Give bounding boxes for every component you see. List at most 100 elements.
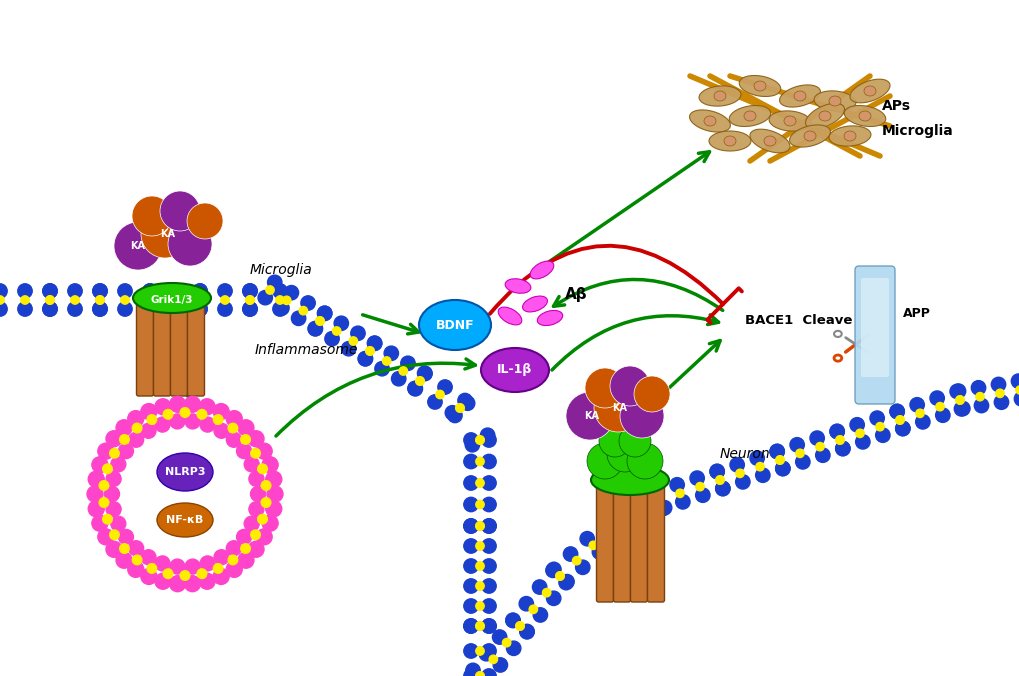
- Circle shape: [695, 488, 709, 502]
- Circle shape: [249, 471, 264, 486]
- Circle shape: [973, 398, 987, 413]
- Circle shape: [464, 619, 478, 633]
- Circle shape: [43, 284, 57, 298]
- Circle shape: [775, 456, 784, 464]
- Circle shape: [243, 301, 257, 316]
- Circle shape: [639, 506, 647, 514]
- Circle shape: [367, 336, 381, 350]
- Circle shape: [909, 397, 923, 412]
- Circle shape: [43, 301, 57, 316]
- Circle shape: [147, 564, 157, 573]
- Circle shape: [489, 655, 497, 664]
- Circle shape: [88, 471, 104, 487]
- Circle shape: [715, 481, 730, 496]
- Circle shape: [155, 573, 171, 589]
- Circle shape: [168, 222, 212, 266]
- Circle shape: [475, 622, 484, 630]
- Circle shape: [199, 573, 215, 589]
- Circle shape: [196, 296, 204, 304]
- Circle shape: [109, 530, 119, 539]
- Circle shape: [146, 296, 154, 304]
- Circle shape: [408, 381, 422, 395]
- Circle shape: [348, 337, 358, 345]
- Circle shape: [284, 285, 299, 300]
- Circle shape: [586, 443, 623, 479]
- Circle shape: [128, 541, 144, 556]
- Circle shape: [755, 462, 763, 471]
- Circle shape: [589, 541, 597, 550]
- Circle shape: [118, 443, 133, 458]
- Circle shape: [111, 457, 125, 472]
- Circle shape: [464, 644, 478, 658]
- Circle shape: [258, 514, 267, 524]
- Circle shape: [117, 301, 132, 316]
- Circle shape: [475, 457, 484, 466]
- Circle shape: [835, 441, 849, 456]
- Circle shape: [262, 457, 278, 473]
- Circle shape: [592, 545, 606, 559]
- Circle shape: [609, 366, 649, 406]
- Ellipse shape: [729, 105, 770, 126]
- Circle shape: [481, 518, 495, 533]
- Circle shape: [481, 599, 495, 613]
- Circle shape: [546, 591, 560, 606]
- Circle shape: [479, 646, 493, 661]
- Circle shape: [475, 562, 484, 570]
- Circle shape: [890, 404, 904, 418]
- Circle shape: [749, 451, 763, 465]
- Circle shape: [502, 638, 511, 647]
- Circle shape: [572, 556, 580, 565]
- Circle shape: [475, 672, 484, 676]
- Circle shape: [197, 569, 207, 579]
- Circle shape: [256, 443, 272, 459]
- Circle shape: [562, 547, 577, 561]
- Circle shape: [118, 529, 133, 544]
- Circle shape: [246, 296, 254, 304]
- Circle shape: [258, 464, 267, 474]
- Circle shape: [266, 471, 281, 487]
- FancyBboxPatch shape: [647, 478, 663, 602]
- Circle shape: [464, 599, 478, 613]
- Circle shape: [141, 550, 156, 564]
- Circle shape: [464, 518, 478, 533]
- Circle shape: [308, 322, 322, 336]
- Circle shape: [299, 306, 308, 315]
- Circle shape: [104, 487, 119, 502]
- Circle shape: [855, 429, 863, 437]
- Circle shape: [455, 404, 464, 412]
- Circle shape: [655, 496, 663, 504]
- Ellipse shape: [590, 465, 668, 495]
- FancyBboxPatch shape: [170, 296, 187, 396]
- Circle shape: [218, 301, 232, 316]
- Circle shape: [119, 544, 129, 554]
- Circle shape: [214, 423, 229, 438]
- Ellipse shape: [481, 348, 548, 392]
- Circle shape: [575, 560, 589, 575]
- Ellipse shape: [843, 131, 855, 141]
- Circle shape: [351, 326, 365, 341]
- Ellipse shape: [157, 503, 213, 537]
- Circle shape: [427, 395, 441, 409]
- FancyBboxPatch shape: [187, 296, 204, 396]
- Circle shape: [480, 428, 494, 442]
- Circle shape: [20, 296, 30, 304]
- Circle shape: [282, 296, 290, 304]
- Circle shape: [647, 485, 662, 500]
- Circle shape: [418, 366, 432, 381]
- Circle shape: [267, 275, 281, 289]
- Circle shape: [243, 284, 257, 298]
- Circle shape: [475, 436, 484, 444]
- Circle shape: [106, 541, 122, 557]
- Circle shape: [185, 414, 200, 429]
- Circle shape: [855, 435, 869, 449]
- Circle shape: [481, 619, 495, 633]
- Circle shape: [479, 675, 494, 676]
- Circle shape: [248, 431, 264, 447]
- Circle shape: [542, 589, 550, 597]
- Circle shape: [605, 526, 613, 534]
- Circle shape: [143, 284, 157, 298]
- Circle shape: [915, 409, 923, 418]
- Circle shape: [117, 284, 132, 298]
- Circle shape: [775, 456, 784, 464]
- Circle shape: [243, 301, 257, 316]
